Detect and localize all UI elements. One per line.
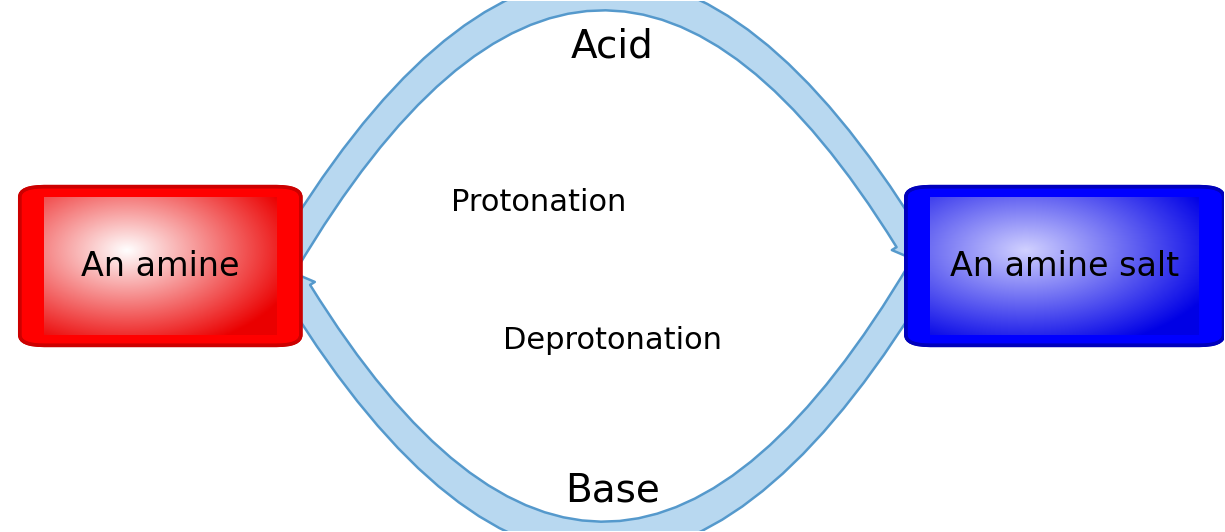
Text: Acid: Acid [571, 28, 654, 66]
FancyBboxPatch shape [20, 187, 301, 345]
Text: An amine salt: An amine salt [951, 250, 1180, 282]
Text: Deprotonation: Deprotonation [503, 326, 722, 355]
FancyBboxPatch shape [905, 187, 1224, 345]
Text: Protonation: Protonation [452, 188, 627, 217]
Text: Base: Base [565, 471, 660, 510]
FancyArrowPatch shape [282, 261, 935, 532]
Text: An amine: An amine [81, 250, 240, 282]
FancyArrowPatch shape [272, 0, 925, 271]
